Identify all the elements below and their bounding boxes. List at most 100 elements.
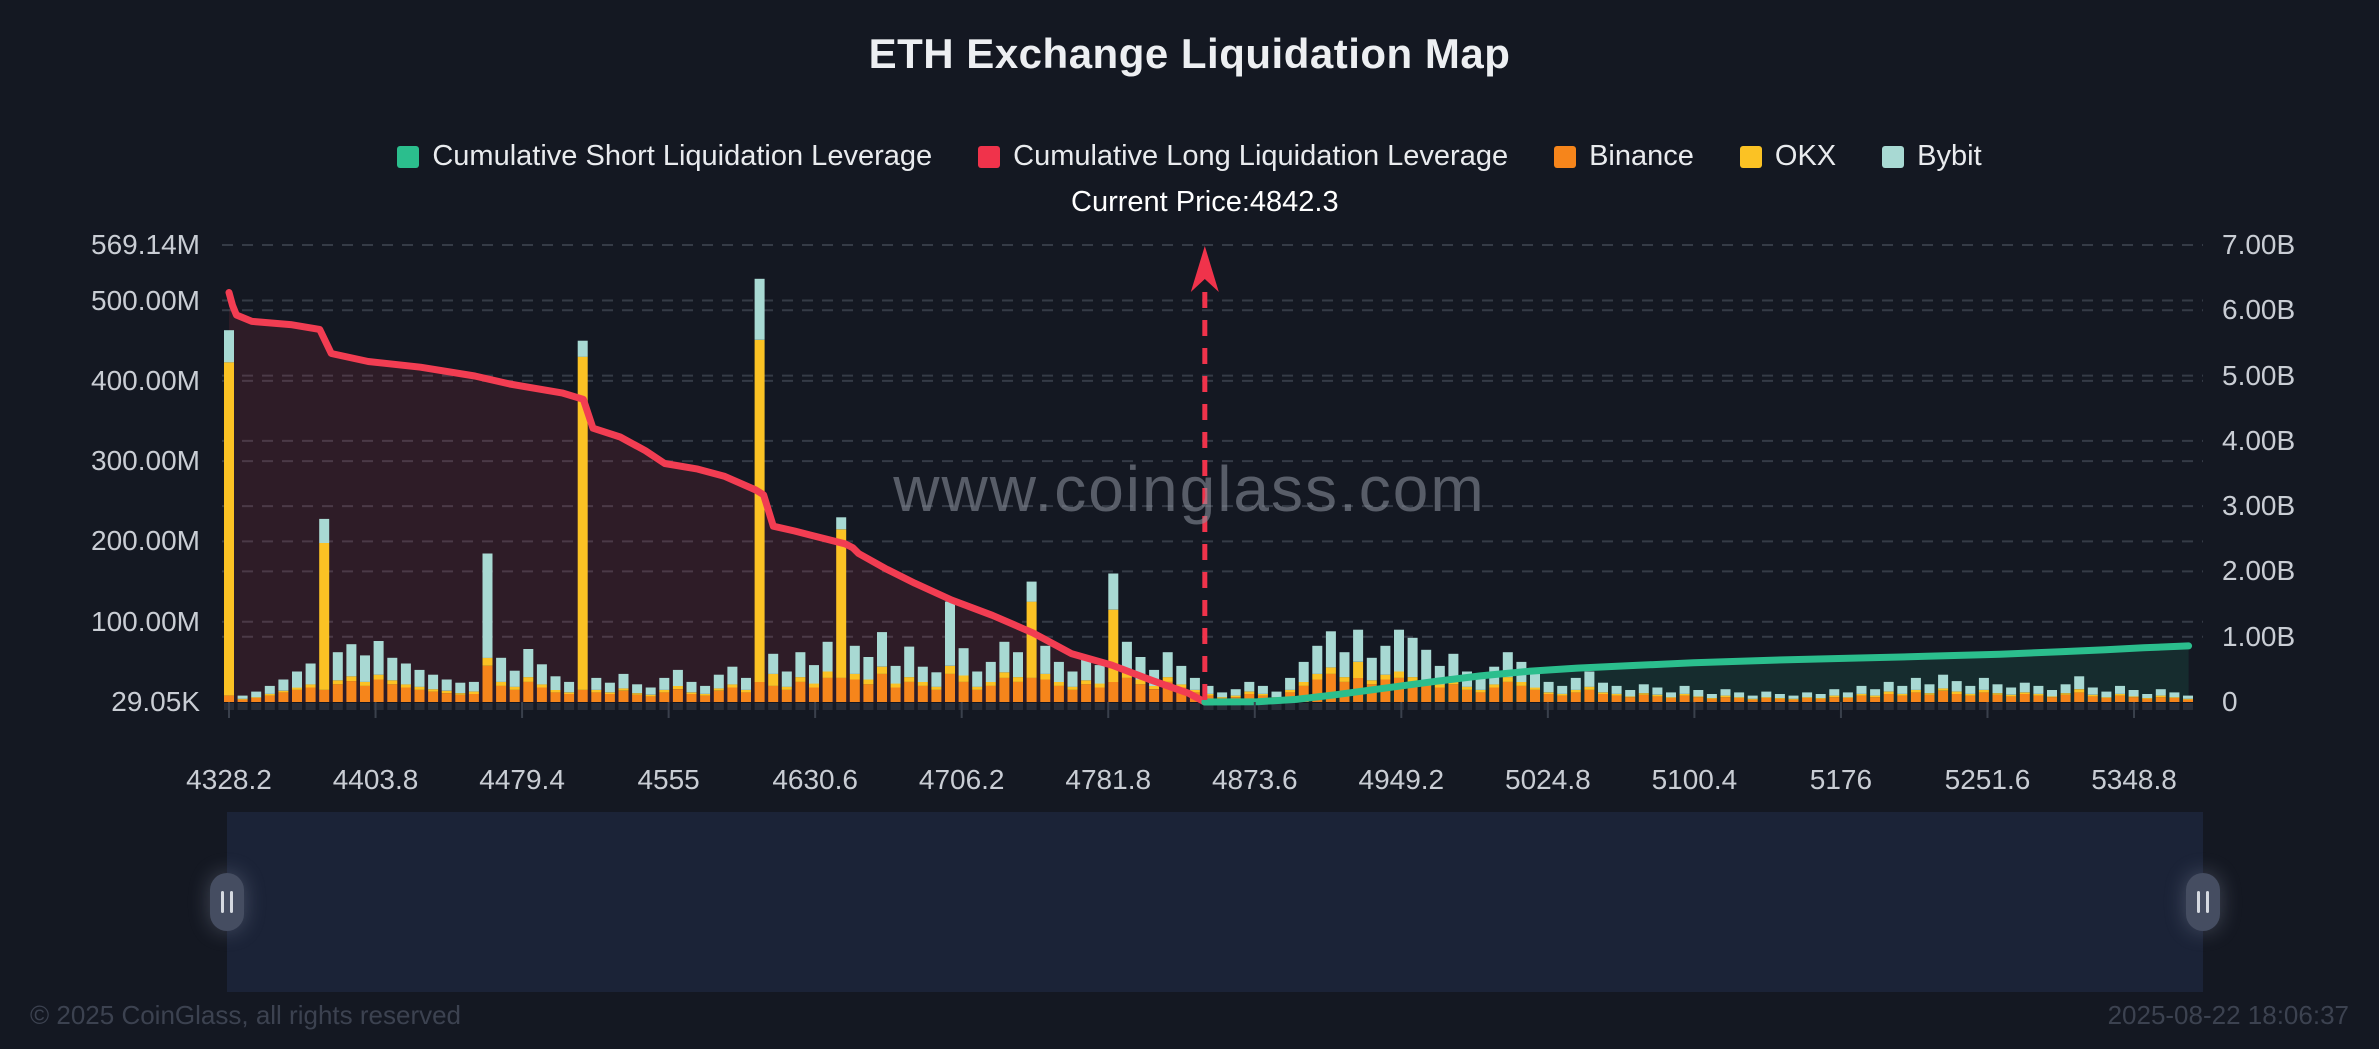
bybit-bar[interactable] (809, 665, 819, 684)
bybit-bar[interactable] (346, 644, 357, 677)
bybit-bar[interactable] (1530, 673, 1540, 688)
binance-bar[interactable] (1924, 694, 1935, 702)
binance-bar[interactable] (754, 681, 765, 702)
okx-bar[interactable] (1706, 698, 1717, 699)
okx-bar[interactable] (781, 686, 792, 690)
okx-bar[interactable] (1298, 681, 1309, 686)
bybit-bar[interactable] (1693, 690, 1704, 697)
okx-bar[interactable] (2183, 698, 2193, 700)
okx-bar[interactable] (1652, 694, 1663, 697)
bybit-bar[interactable] (2033, 685, 2044, 694)
bybit-bar[interactable] (305, 663, 316, 685)
okx-bar[interactable] (577, 356, 588, 690)
binance-bar[interactable] (795, 681, 806, 702)
bybit-bar[interactable] (1380, 645, 1391, 675)
okx-bar[interactable] (1611, 694, 1622, 696)
bybit-bar[interactable] (1217, 692, 1228, 698)
binance-bar[interactable] (632, 694, 643, 702)
okx-bar[interactable] (1339, 677, 1350, 682)
okx-bar[interactable] (319, 543, 330, 690)
bybit-bar[interactable] (1230, 689, 1241, 696)
bybit-bar[interactable] (468, 681, 479, 692)
bybit-bar[interactable] (1081, 657, 1092, 681)
legend-item-binance[interactable]: Binance (1554, 140, 1694, 173)
bybit-bar[interactable] (822, 641, 833, 672)
binance-bar[interactable] (890, 687, 901, 703)
binance-bar[interactable] (768, 685, 779, 702)
okx-bar[interactable] (1094, 683, 1105, 688)
binance-bar[interactable] (1162, 681, 1173, 702)
binance-bar[interactable] (1475, 692, 1486, 702)
bybit-bar[interactable] (2047, 690, 2057, 697)
bybit-bar[interactable] (1706, 694, 1717, 698)
bybit-bar[interactable] (536, 664, 547, 685)
okx-bar[interactable] (2047, 696, 2057, 698)
okx-bar[interactable] (2074, 689, 2085, 693)
binance-bar[interactable] (292, 690, 302, 702)
okx-bar[interactable] (346, 676, 357, 682)
bybit-bar[interactable] (1992, 684, 2003, 694)
okx-bar[interactable] (1938, 688, 1949, 691)
binance-bar[interactable] (917, 685, 928, 702)
okx-bar[interactable] (591, 690, 602, 693)
binance-bar[interactable] (1516, 685, 1527, 702)
binance-bar[interactable] (564, 694, 575, 702)
okx-bar[interactable] (822, 671, 833, 678)
okx-bar[interactable] (958, 675, 969, 682)
binance-bar[interactable] (1761, 698, 1772, 702)
bybit-bar[interactable] (373, 641, 384, 675)
okx-bar[interactable] (632, 693, 643, 695)
okx-bar[interactable] (1176, 684, 1187, 688)
binance-bar[interactable] (836, 677, 847, 702)
okx-bar[interactable] (251, 697, 262, 698)
okx-bar[interactable] (1761, 697, 1772, 698)
okx-bar[interactable] (1285, 690, 1296, 693)
binance-bar[interactable] (1067, 690, 1078, 702)
okx-bar[interactable] (224, 362, 234, 696)
bybit-bar[interactable] (1189, 677, 1200, 690)
okx-bar[interactable] (1462, 686, 1472, 690)
binance-bar[interactable] (577, 690, 588, 702)
okx-bar[interactable] (428, 689, 439, 692)
bybit-bar[interactable] (1883, 681, 1894, 692)
binance-bar[interactable] (414, 690, 425, 702)
binance-bar[interactable] (700, 695, 711, 702)
bybit-bar[interactable] (1135, 657, 1146, 680)
bybit-bar[interactable] (741, 677, 751, 690)
binance-bar[interactable] (1829, 697, 1840, 702)
binance-bar[interactable] (672, 689, 683, 702)
okx-bar[interactable] (1679, 694, 1690, 696)
bybit-bar[interactable] (849, 645, 860, 674)
bybit-bar[interactable] (863, 657, 874, 680)
legend-item-okx[interactable]: OKX (1739, 140, 1836, 173)
bybit-bar[interactable] (523, 649, 534, 678)
binance-bar[interactable] (1530, 690, 1540, 702)
binance-bar[interactable] (1842, 698, 1853, 702)
okx-bar[interactable] (1108, 609, 1119, 682)
binance-bar[interactable] (1992, 694, 2003, 702)
binance-bar[interactable] (1462, 690, 1472, 702)
bybit-bar[interactable] (1094, 665, 1105, 684)
bybit-bar[interactable] (278, 679, 289, 691)
okx-bar[interactable] (305, 684, 316, 688)
bybit-bar[interactable] (1856, 685, 1867, 694)
okx-bar[interactable] (1747, 698, 1758, 700)
binance-bar[interactable] (2128, 697, 2139, 702)
okx-bar[interactable] (672, 685, 683, 690)
bybit-bar[interactable] (713, 674, 724, 689)
bybit-bar[interactable] (1611, 685, 1622, 694)
binance-bar[interactable] (224, 695, 234, 702)
binance-bar[interactable] (1679, 695, 1690, 702)
bybit-bar[interactable] (904, 646, 915, 678)
okx-bar[interactable] (1325, 667, 1336, 674)
bybit-bar[interactable] (985, 661, 996, 682)
bybit-bar[interactable] (1638, 684, 1649, 694)
okx-bar[interactable] (2155, 695, 2166, 698)
bybit-bar[interactable] (550, 676, 561, 690)
okx-bar[interactable] (1965, 694, 1976, 696)
okx-bar[interactable] (1149, 685, 1160, 690)
okx-bar[interactable] (441, 690, 452, 694)
okx-bar[interactable] (523, 677, 534, 682)
bybit-bar[interactable] (1910, 677, 1921, 690)
okx-bar[interactable] (1135, 679, 1146, 685)
